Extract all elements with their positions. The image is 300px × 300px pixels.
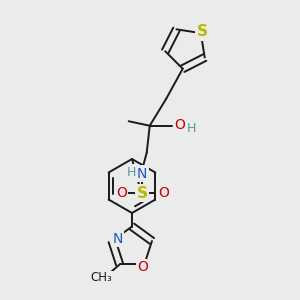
Text: O: O [158, 186, 169, 200]
Text: CH₃: CH₃ [91, 272, 112, 284]
Text: H: H [127, 166, 136, 179]
Text: N: N [137, 167, 147, 181]
Text: H: H [187, 122, 196, 135]
Text: S: S [137, 186, 148, 201]
Text: N: N [112, 232, 123, 246]
Text: S: S [197, 24, 208, 39]
Text: O: O [174, 118, 185, 132]
Text: O: O [116, 186, 127, 200]
Text: O: O [137, 260, 148, 274]
